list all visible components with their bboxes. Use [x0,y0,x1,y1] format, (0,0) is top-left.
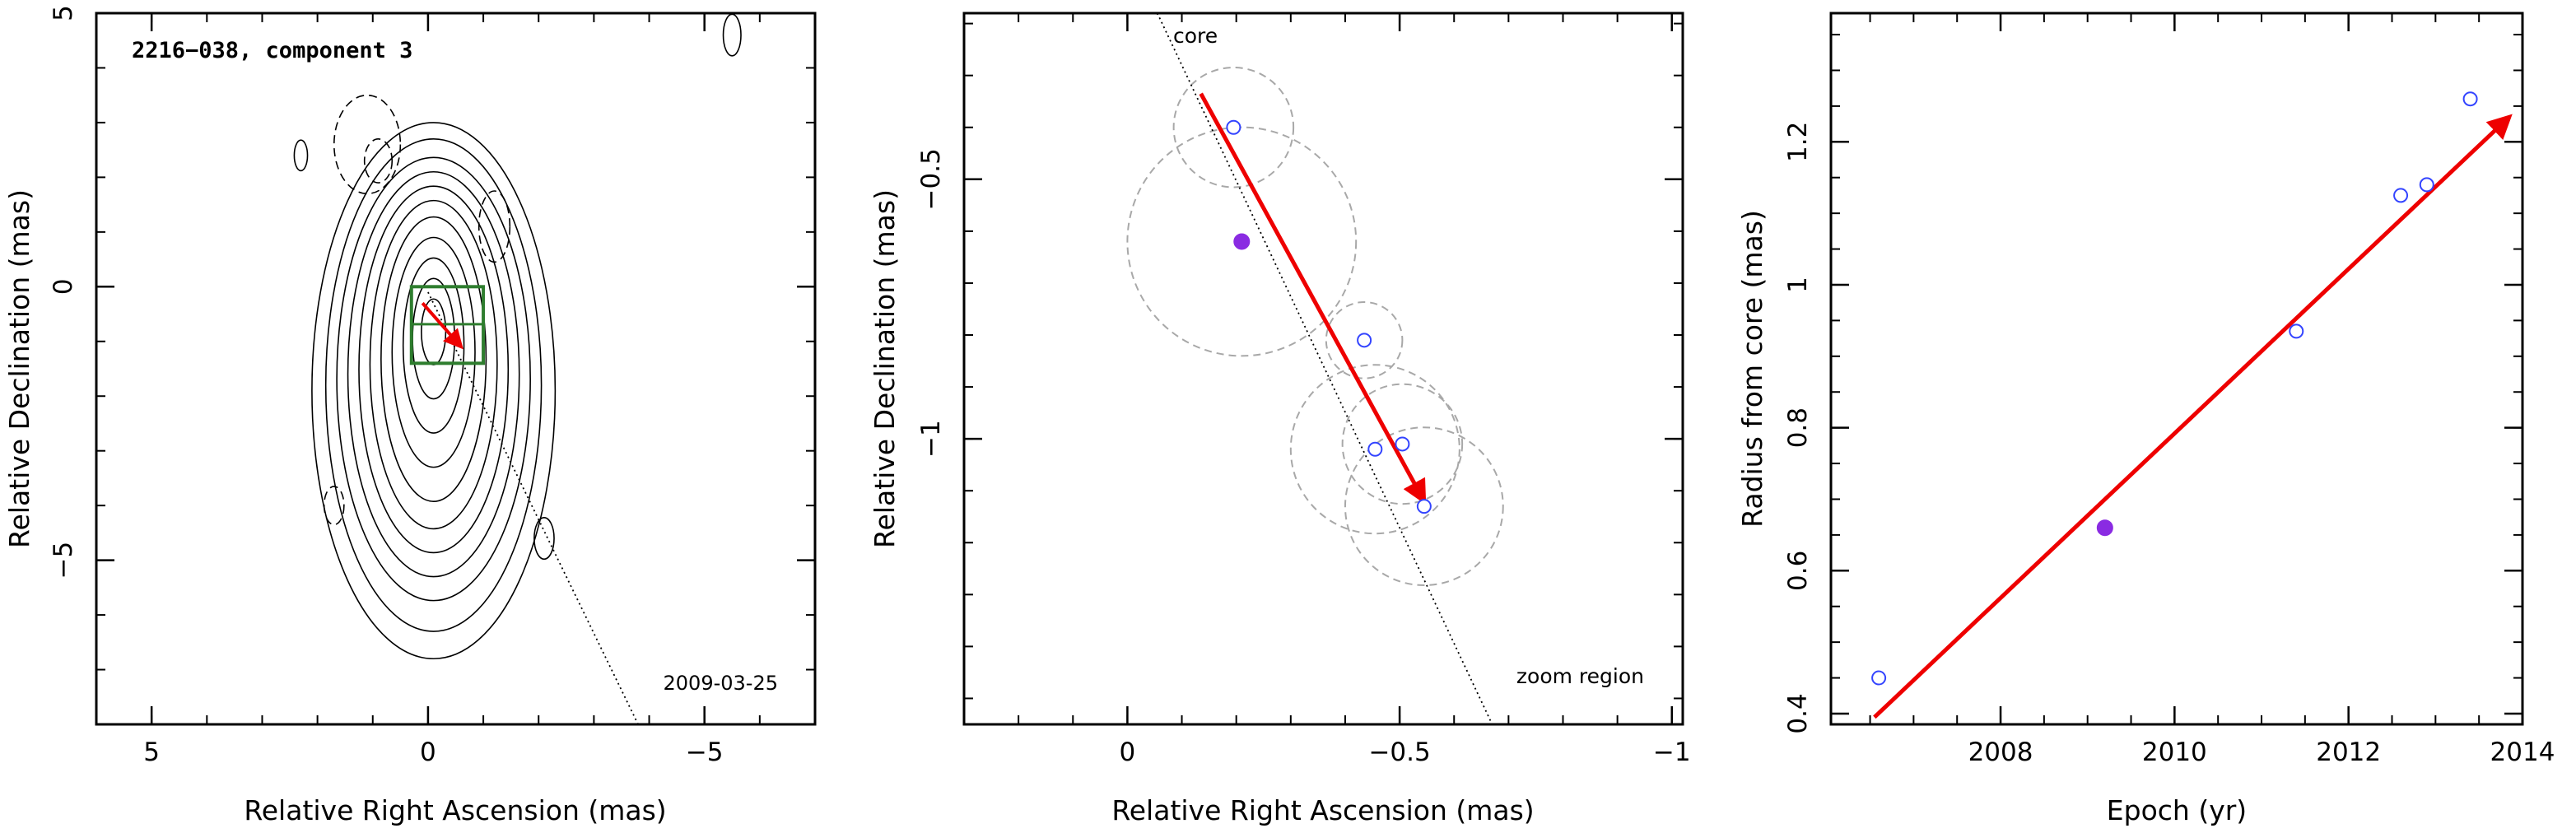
data-point-filled [1233,233,1251,250]
data-point [1357,333,1372,348]
contour-line [336,156,531,602]
data-point [1367,441,1383,457]
zoom-core-label: core [1173,24,1218,48]
data-point [2419,177,2434,193]
radius-y-tick-label: 1.2 [1783,122,1813,162]
negative-contour-line [477,190,511,263]
zoom-y-axis-label: Relative Declination (mas) [869,189,901,548]
contour-lines [293,13,742,660]
radius-x-tick-label: 2010 [2142,738,2207,767]
zoom-x-tick-label: −1 [1653,738,1691,767]
contour-line [347,170,520,578]
data-point [1871,670,1887,686]
map-y-tick-label: −5 [49,542,78,579]
zoom-plot [1126,13,1504,724]
contour-line [311,122,557,660]
zoom-x-tick-label: 0 [1120,738,1136,767]
contour-line [722,13,742,57]
uncertainty-circle [1172,66,1295,188]
contour-line [421,298,447,365]
motion-arrow [1199,92,1427,505]
zoom-region-label: zoom region [1516,664,1644,688]
negative-contour-line [333,94,402,195]
radius-x-tick-label: 2014 [2490,738,2555,767]
negative-contour-line [363,138,394,184]
data-point [1226,119,1241,135]
map-x-axis-label: Relative Right Ascension (mas) [244,794,666,826]
radius-y-tick-label: 0.6 [1783,551,1813,591]
uncertainty-circle [1289,364,1460,535]
data-point [1395,436,1410,452]
jet-axis-line [1158,13,1493,724]
contour-line [391,236,476,468]
contour-line [369,199,498,530]
zoom-marks [1126,13,1504,724]
contour-line [380,216,487,502]
zoom-frame [962,12,1684,726]
uncertainty-circle [1126,126,1358,357]
zoom-y-tick-label: −0.5 [916,148,946,210]
radius-frame [1829,12,2524,726]
zoom-x-axis-label: Relative Right Ascension (mas) [1111,794,1534,826]
motion-arrow [421,301,463,350]
radius-y-tick-label: 1 [1783,277,1813,293]
data-point [2462,91,2478,107]
zoom-panel: 0 −0.5 −1 −0.5 −1 core zoom region Relative … [869,12,1691,826]
radius-x-tick-label: 2012 [2316,738,2381,767]
contour-line [358,185,510,554]
negative-contour-line [323,486,345,526]
uncertainty-circle [1341,383,1464,505]
radius-plot [1871,91,2513,719]
map-date-label: 2009-03-25 [664,672,778,695]
contour-map-overlay [409,285,639,724]
data-point [1416,499,1432,514]
radius-marks [1871,91,2513,719]
uncertainty-circle [1325,301,1404,379]
zoom-y-tick-label: −1 [916,420,946,458]
contour-line [402,257,465,434]
radius-ticks: 2008 2010 2012 2014 0.4 0.6 0.8 1 1.2 [1783,13,2555,767]
linear-fit-arrow [1873,114,2513,719]
map-y-axis-label: Relative Declination (mas) [3,189,35,548]
contour-map-panel: 5 0 −5 −5 0 5 2216−038, component 3 2009-03-2… [3,5,817,826]
contour-map-plot [293,13,742,724]
zoom-x-tick-label: −0.5 [1368,738,1430,767]
data-point [2289,323,2304,339]
radius-y-tick-label: 0.8 [1783,407,1813,448]
contour-map-ticks: 5 0 −5 −5 0 5 [49,5,815,767]
map-x-tick-label: 5 [143,738,160,767]
map-x-tick-label: 0 [420,738,436,767]
contour-line [533,516,555,561]
data-point-filled [2096,519,2113,537]
map-y-tick-label: 0 [49,278,78,295]
contour-line [324,138,543,632]
radius-y-axis-label: Radius from core (mas) [1736,210,1768,528]
radius-x-tick-label: 2008 [1968,738,2033,767]
data-point [2393,188,2409,203]
radius-y-tick-label: 0.4 [1783,693,1813,733]
map-title: 2216−038, component 3 [132,38,412,63]
contour-line [293,139,309,172]
contour-line [412,277,455,400]
map-y-tick-label: 5 [49,5,78,21]
uncertainty-circle [1344,426,1504,587]
radius-panel: 2008 2010 2012 2014 0.4 0.6 0.8 1 1.2 Epoch (yr)… [1736,12,2555,826]
contour-map-frame [95,12,817,726]
radius-x-axis-label: Epoch (yr) [2107,794,2247,826]
zoom-ticks: 0 −0.5 −1 −0.5 −1 [916,13,1691,767]
jet-axis-line [427,291,639,724]
map-x-tick-label: −5 [686,738,724,767]
